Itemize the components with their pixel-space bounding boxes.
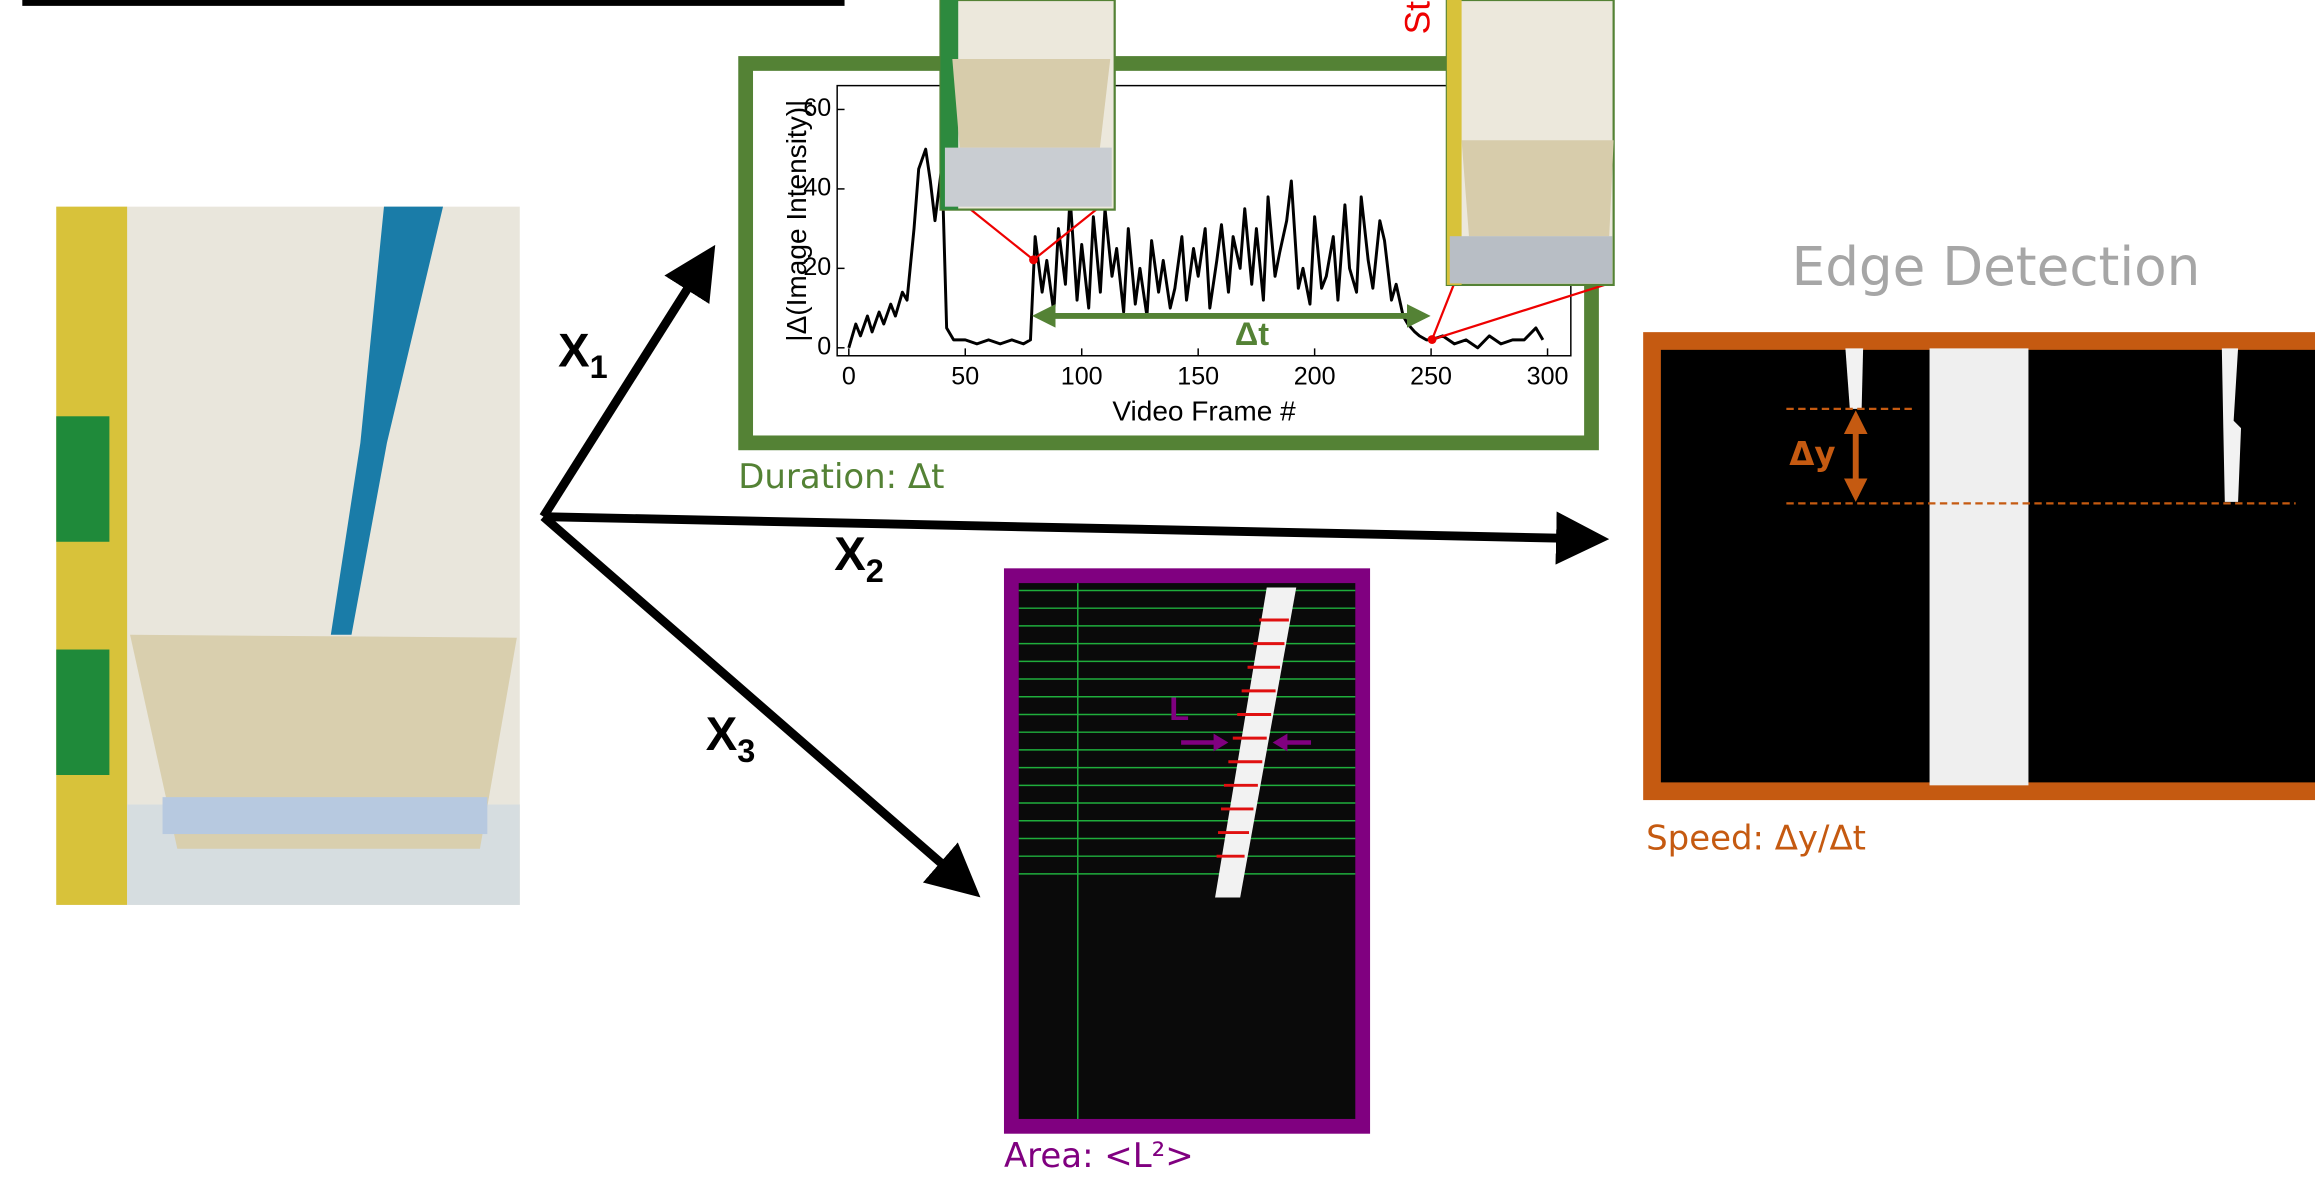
label-main: X xyxy=(834,528,866,581)
x-tick-label: 250 xyxy=(1410,363,1452,391)
arrow-label: X1 xyxy=(558,325,608,385)
x-tick-label: 0 xyxy=(842,363,856,391)
figure: X1 X2 X3 0501001502002503000204060Video … xyxy=(0,0,2315,1178)
length-label: L xyxy=(1169,691,1189,727)
y-axis-label: |Δ(Image Intensity)| xyxy=(781,100,812,342)
x-tick-label: 150 xyxy=(1177,363,1219,391)
label-sub: 3 xyxy=(737,732,755,768)
x-tick-label: 100 xyxy=(1061,363,1103,391)
delta-t: Δt xyxy=(1235,316,1269,352)
label-main: X xyxy=(706,709,738,762)
caption: Duration: Δt xyxy=(738,457,944,497)
edge-panel xyxy=(1652,341,2315,791)
label-sub: 1 xyxy=(590,349,608,385)
caption: Speed: Δy/Δt xyxy=(1646,818,1866,858)
x-tick-label: 50 xyxy=(951,363,979,391)
arrow-label: X3 xyxy=(706,709,756,769)
y-tick-label: 0 xyxy=(817,332,831,360)
x-axis-label: Video Frame # xyxy=(1112,396,1296,427)
inset-text: St xyxy=(1398,1,1438,35)
x-tick-label: 300 xyxy=(1527,363,1569,391)
label-sub: 2 xyxy=(866,552,884,588)
area-panel xyxy=(1011,576,1362,1127)
label-main: X xyxy=(558,325,590,378)
x-tick-label: 200 xyxy=(1294,363,1336,391)
panel-title: Edge Detection xyxy=(1792,236,2201,298)
source-photo xyxy=(56,207,520,905)
caption: Area: <L²> xyxy=(1004,1136,1194,1176)
arrow-label: X2 xyxy=(834,528,884,588)
delta-y: Δy xyxy=(1789,435,1835,473)
